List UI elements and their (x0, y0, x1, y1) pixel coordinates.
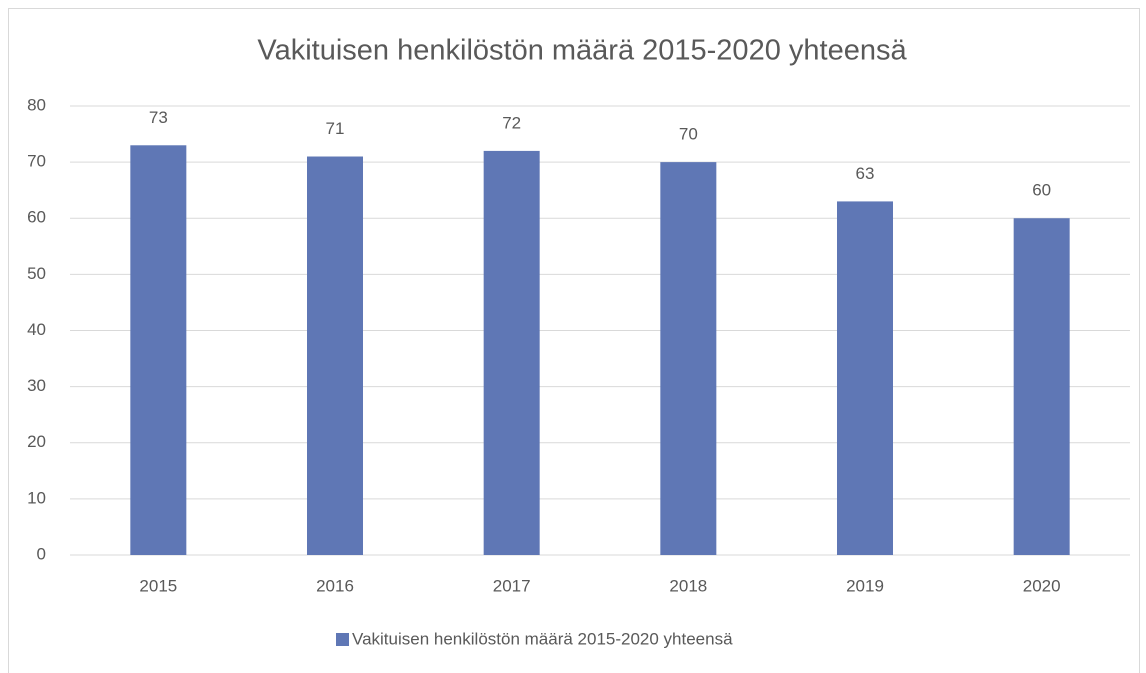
chart-title: Vakituisen henkilöstön määrä 2015-2020 y… (257, 35, 907, 67)
bar (483, 150, 540, 555)
y-tick-label: 20 (27, 432, 46, 451)
x-tick-label: 2016 (316, 576, 354, 595)
data-label: 70 (679, 125, 698, 144)
y-tick-label: 0 (37, 544, 46, 563)
x-tick-label: 2018 (669, 576, 707, 595)
y-tick-label: 60 (27, 208, 46, 227)
y-tick-label: 40 (27, 320, 46, 339)
y-tick-label: 10 (27, 488, 46, 507)
bar (837, 201, 893, 555)
chart-border (8, 8, 1140, 673)
x-tick-label: 2019 (846, 576, 884, 595)
data-label: 73 (149, 108, 168, 127)
bar (307, 156, 363, 555)
data-label: 71 (326, 119, 345, 138)
y-tick-label: 70 (27, 152, 46, 171)
y-tick-label: 50 (27, 264, 46, 283)
data-label: 63 (856, 164, 875, 183)
data-label: 72 (502, 113, 521, 132)
bar (660, 162, 717, 555)
bar (1013, 218, 1070, 555)
legend-label: Vakituisen henkilöstön määrä 2015-2020 y… (352, 629, 733, 648)
y-tick-label: 30 (27, 376, 46, 395)
x-tick-label: 2015 (139, 576, 177, 595)
bar (130, 145, 187, 555)
x-tick-label: 2017 (493, 576, 531, 595)
y-tick-label: 80 (27, 95, 46, 114)
data-label: 60 (1032, 181, 1051, 200)
x-tick-label: 2020 (1023, 576, 1061, 595)
legend-swatch (336, 633, 349, 646)
